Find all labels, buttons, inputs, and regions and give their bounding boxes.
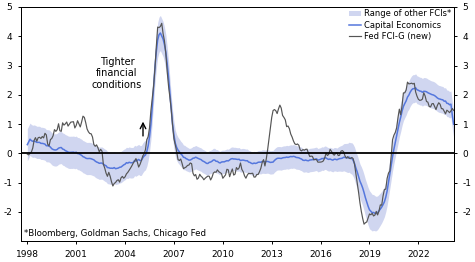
Legend: Range of other FCIs*, Capital Economics, Fed FCI-G (new): Range of other FCIs*, Capital Economics,… [349,9,452,41]
Text: *Bloomberg, Goldman Sachs, Chicago Fed: *Bloomberg, Goldman Sachs, Chicago Fed [24,229,206,238]
Text: Tighter
financial
conditions: Tighter financial conditions [92,57,142,90]
